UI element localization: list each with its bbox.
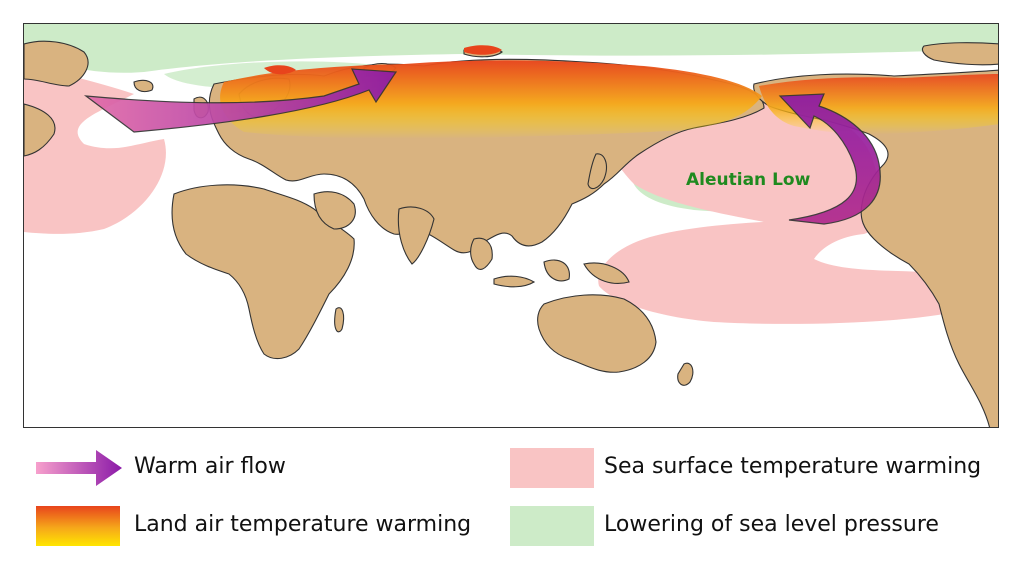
legend-pressure-label: Lowering of sea level pressure <box>604 512 939 537</box>
land-warming-areas <box>220 45 998 139</box>
world-map: Aleutian Low <box>23 23 999 428</box>
sea-warming-swatch <box>510 448 594 488</box>
arrow-atlantic <box>83 68 398 133</box>
map-canvas <box>24 24 998 427</box>
land-warming-swatch <box>36 506 120 546</box>
pressure-swatch <box>510 506 594 546</box>
warm-air-flow-swatch-icon <box>36 450 122 486</box>
aleutian-low-label: Aleutian Low <box>686 170 811 190</box>
legend-warm-air-flow-label: Warm air flow <box>134 454 286 479</box>
legend-warm-air-flow <box>34 448 124 488</box>
warm-air-flow-arrows <box>83 68 881 225</box>
legend-sea-warming-label: Sea surface temperature warming <box>604 454 982 479</box>
arrow-pacific <box>778 93 881 225</box>
legend-land-warming-label: Land air temperature warming <box>134 512 472 537</box>
